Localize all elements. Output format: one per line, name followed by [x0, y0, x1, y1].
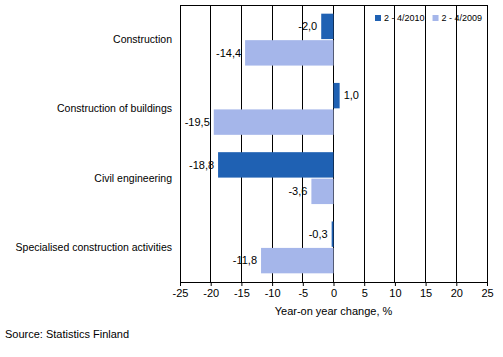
data-label: -19,5 — [185, 116, 210, 128]
data-label: -3,6 — [288, 185, 307, 197]
grid-line — [394, 5, 395, 282]
bar — [245, 40, 333, 65]
plot: -25-20-15-10-50510152025ConstructionCons… — [16, 5, 494, 299]
x-tick-mark — [487, 282, 488, 286]
category-label: Civil engineering — [94, 171, 172, 183]
x-tick-mark — [272, 282, 273, 286]
x-tick-label: -5 — [298, 287, 308, 299]
x-tick: 10 — [389, 282, 401, 299]
legend-label: 2 - 4/2009 — [442, 13, 483, 23]
chart: -25-20-15-10-50510152025ConstructionCons… — [0, 0, 503, 357]
x-tick-label: -20 — [203, 287, 219, 299]
grid-line — [364, 5, 365, 282]
bar — [321, 14, 333, 39]
x-tick-label: 10 — [389, 287, 401, 299]
y-axis-line — [180, 6, 181, 283]
x-tick-label: 5 — [362, 287, 368, 299]
x-tick-label: -10 — [265, 287, 281, 299]
data-label: -11,8 — [233, 254, 257, 266]
x-tick: 0 — [331, 282, 337, 299]
plot-frame — [180, 5, 487, 282]
grid-line — [425, 5, 426, 282]
x-tick-mark — [180, 282, 181, 286]
x-tick-mark — [211, 282, 212, 286]
y-tick: Construction — [113, 33, 180, 45]
bar — [332, 221, 334, 246]
legend-swatch — [433, 15, 439, 21]
x-tick: 25 — [481, 282, 493, 299]
x-tick-mark — [364, 282, 365, 286]
x-tick: -25 — [173, 282, 189, 299]
bar — [261, 248, 333, 273]
annotation: Source: Statistics Finland — [5, 328, 129, 340]
x-tick: 5 — [362, 282, 368, 299]
x-tick: 15 — [420, 282, 432, 299]
bar — [218, 152, 333, 177]
legend-item: 2 - 4/2010 — [375, 13, 425, 23]
data-label: 1,0 — [344, 89, 359, 101]
grid-line — [456, 5, 457, 282]
x-axis-title: Year-on year change, % — [275, 305, 393, 317]
y-axis: Construction Construction of buildings Civ… — [16, 6, 181, 283]
legend-swatch — [375, 15, 381, 21]
grid — [180, 5, 487, 282]
x-tick-label: -15 — [234, 287, 250, 299]
x-tick-mark — [426, 282, 427, 286]
y-tick: Construction of buildings — [57, 102, 180, 114]
x-axis: -25 -20 -15 -10 -5 0 5 10 15 20 25 — [173, 282, 494, 299]
x-tick-mark — [303, 282, 304, 286]
x-tick-mark — [241, 282, 242, 286]
legend-item: 2 - 4/2009 — [433, 13, 483, 23]
x-tick: -15 — [234, 282, 250, 299]
data-label: -2,0 — [298, 20, 317, 32]
category-label: Construction — [113, 33, 172, 45]
y-tick: Civil engineering — [94, 171, 180, 183]
y-tick: Specialised construction activities — [16, 241, 180, 253]
x-tick-label: 25 — [481, 287, 493, 299]
bar — [214, 109, 334, 134]
x-tick-mark — [456, 282, 457, 286]
category-label: Construction of buildings — [57, 102, 172, 114]
category-label: Specialised construction activities — [16, 241, 172, 253]
data-label: -14,4 — [216, 47, 241, 59]
x-tick-label: -25 — [173, 287, 189, 299]
x-tick-mark — [334, 282, 335, 286]
grid-line — [210, 5, 211, 282]
legend-label: 2 - 4/2010 — [384, 13, 425, 23]
x-tick: -10 — [265, 282, 281, 299]
bar — [334, 83, 340, 108]
x-tick: 20 — [451, 282, 463, 299]
x-tick-label: 15 — [420, 287, 432, 299]
x-tick-label: 20 — [451, 287, 463, 299]
x-tick: -20 — [203, 282, 219, 299]
bars — [214, 14, 340, 274]
legend: 2 - 4/2010 2 - 4/2009 — [375, 13, 482, 23]
x-tick-mark — [395, 282, 396, 286]
data-label: -18,8 — [189, 159, 214, 171]
x-tick: -5 — [298, 282, 308, 299]
data-label: -0,3 — [309, 228, 328, 240]
data-labels: -2,0 1,0 -18,8 -0,3 -14,4 -19,5 -3,6 -11,8 — [185, 20, 359, 266]
x-tick-label: 0 — [331, 287, 337, 299]
bar — [311, 179, 333, 204]
